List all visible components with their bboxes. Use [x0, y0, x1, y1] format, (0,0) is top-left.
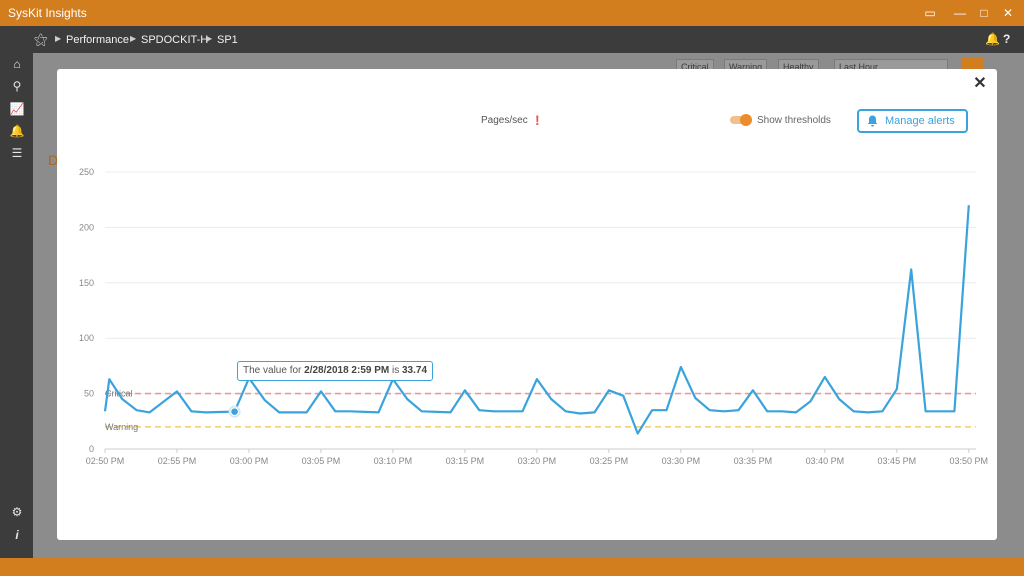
home-icon[interactable]: ⌂ — [13, 57, 21, 71]
tooltip-date: 2/28/2018 2:59 PM — [304, 365, 390, 376]
tooltip-mid: is — [389, 365, 402, 376]
y-tick-label: 250 — [79, 167, 94, 177]
toggle-knob — [740, 114, 752, 126]
breadcrumb-sp1[interactable]: SP1 — [217, 34, 238, 46]
chart-modal: ✕ Pages/sec ! Show thresholds Manage ale… — [57, 69, 997, 540]
x-tick-label: 03:45 PM — [878, 456, 917, 466]
search-icon[interactable]: ⚲ — [12, 79, 22, 93]
list-icon[interactable]: ☰ — [11, 146, 23, 160]
breadcrumb-bar: ⚝ ▶ Performance ▶ SPDOCKIT-H ▶ SP1 🔔 ? — [0, 26, 1024, 53]
chart-title: Pages/sec — [481, 115, 528, 126]
show-thresholds-toggle[interactable] — [730, 114, 752, 126]
x-tick-label: 02:50 PM — [86, 456, 125, 466]
y-tick-label: 150 — [79, 278, 94, 288]
manage-alerts-label: Manage alerts — [885, 115, 955, 127]
x-tick-label: 03:25 PM — [590, 456, 629, 466]
manage-alerts-button[interactable]: Manage alerts — [857, 109, 968, 133]
y-tick-label: 200 — [79, 222, 94, 232]
breadcrumb-performance[interactable]: Performance — [66, 34, 129, 46]
feedback-icon[interactable]: ▭ — [924, 6, 936, 20]
x-tick-label: 03:50 PM — [950, 456, 989, 466]
x-tick-label: 02:55 PM — [158, 456, 197, 466]
performance-icon[interactable]: 📈 — [9, 102, 25, 116]
breadcrumb-arrow-icon: ▶ — [130, 34, 137, 43]
y-tick-label: 0 — [89, 444, 94, 454]
close-window-icon[interactable]: ✕ — [1002, 6, 1014, 20]
app-title: SysKit Insights — [8, 6, 87, 20]
section-heading: D — [48, 152, 59, 168]
sidebar: ⌂ ⚲ 📈 🔔 ☰ ⚙ i — [0, 53, 33, 558]
x-tick-label: 03:30 PM — [662, 456, 701, 466]
highlighted-point — [230, 407, 239, 416]
x-tick-label: 03:00 PM — [230, 456, 269, 466]
breadcrumb-server[interactable]: SPDOCKIT-H — [141, 34, 209, 46]
maximize-icon[interactable]: □ — [980, 6, 988, 20]
x-tick-label: 03:40 PM — [806, 456, 845, 466]
syskit-logo-icon[interactable]: ⚝ — [34, 31, 48, 47]
critical-status-icon: ! — [535, 112, 540, 128]
show-thresholds-label: Show thresholds — [757, 115, 831, 126]
info-icon[interactable]: i — [15, 528, 19, 542]
settings-icon[interactable]: ⚙ — [11, 505, 23, 519]
notifications-icon[interactable]: 🔔 — [985, 32, 1000, 46]
alerts-icon[interactable]: 🔔 — [9, 124, 25, 138]
tooltip-value: 33.74 — [402, 365, 428, 376]
tooltip-prefix: The value for — [243, 365, 305, 376]
x-tick-label: 03:20 PM — [518, 456, 557, 466]
y-tick-label: 50 — [84, 389, 94, 399]
x-tick-label: 03:35 PM — [734, 456, 773, 466]
threshold-label-warning: Warning — [105, 422, 138, 432]
x-tick-label: 03:05 PM — [302, 456, 341, 466]
help-icon[interactable]: ? — [1003, 32, 1011, 46]
close-modal-button[interactable]: ✕ — [973, 75, 987, 92]
x-tick-label: 03:10 PM — [374, 456, 413, 466]
y-tick-label: 100 — [79, 333, 94, 343]
breadcrumb-arrow-icon: ▶ — [55, 34, 62, 43]
breadcrumb-arrow-icon: ▶ — [206, 34, 213, 43]
title-bar: SysKit Insights ▭ — □ ✕ — [0, 0, 1024, 26]
series-line — [103, 205, 970, 435]
bell-icon — [867, 115, 878, 127]
status-bar — [0, 558, 1024, 576]
value-tooltip: The value for 2/28/2018 2:59 PM is 33.74 — [237, 361, 434, 381]
x-tick-label: 03:15 PM — [446, 456, 485, 466]
minimize-icon[interactable]: — — [954, 6, 966, 20]
